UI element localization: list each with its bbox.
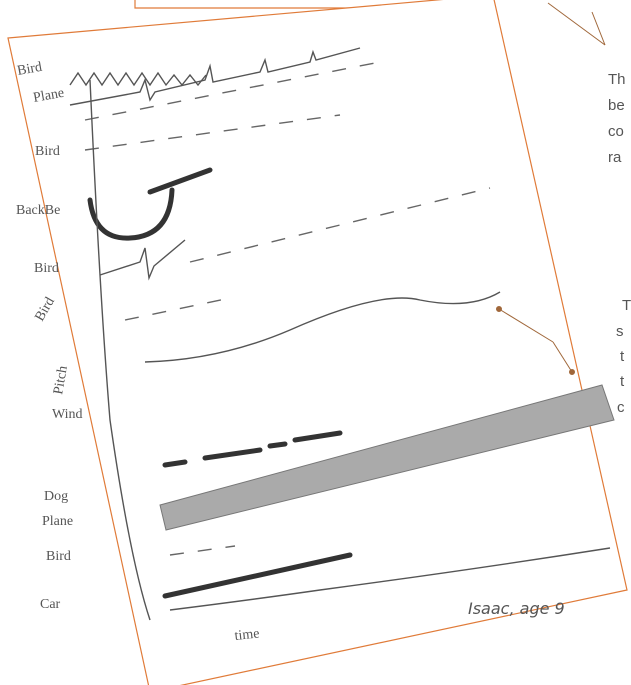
dashes: [169, 545, 236, 556]
leader: [591, 11, 606, 46]
note: t: [620, 348, 625, 365]
note: s: [616, 323, 624, 340]
note: co: [608, 123, 624, 140]
label: Plane: [32, 86, 65, 106]
dot: [569, 369, 575, 375]
leader: [552, 341, 573, 373]
label: Dog: [44, 489, 68, 504]
caption: Isaac, age 9: [468, 599, 565, 618]
line: [144, 291, 501, 363]
note: ra: [608, 149, 622, 166]
callouts: [496, 2, 606, 375]
note: Th: [608, 71, 626, 88]
note: t: [620, 373, 625, 390]
label: Bird: [35, 144, 60, 159]
label: Pitch: [51, 365, 71, 396]
label: Plane: [42, 514, 73, 529]
label: Bird: [34, 261, 59, 276]
note: T: [622, 297, 631, 314]
note: c: [617, 399, 625, 416]
label: Bird: [32, 295, 57, 324]
dashes: [84, 61, 381, 121]
dashes: [124, 297, 231, 321]
label: Car: [40, 597, 61, 612]
leader: [498, 308, 554, 343]
label: Wind: [52, 407, 83, 422]
drawing: Bird Plane Bird BackBe Bird Bird Pitch W…: [16, 47, 615, 644]
band: [159, 384, 615, 531]
paper: [7, 0, 628, 685]
leader: [547, 2, 606, 46]
label: Bird: [46, 549, 71, 564]
bars: [162, 430, 343, 468]
label: Bird: [16, 60, 43, 79]
axis: [89, 79, 151, 621]
label: time: [234, 626, 260, 644]
note: be: [608, 97, 625, 114]
label: BackBe: [16, 203, 60, 218]
squiggle: [69, 71, 207, 87]
curve: [87, 187, 175, 241]
line: [99, 239, 186, 281]
dashes: [189, 187, 491, 263]
line: [69, 47, 361, 106]
dot: [496, 306, 502, 312]
bar: [147, 167, 213, 195]
line: [169, 547, 611, 611]
bar: [162, 552, 353, 599]
